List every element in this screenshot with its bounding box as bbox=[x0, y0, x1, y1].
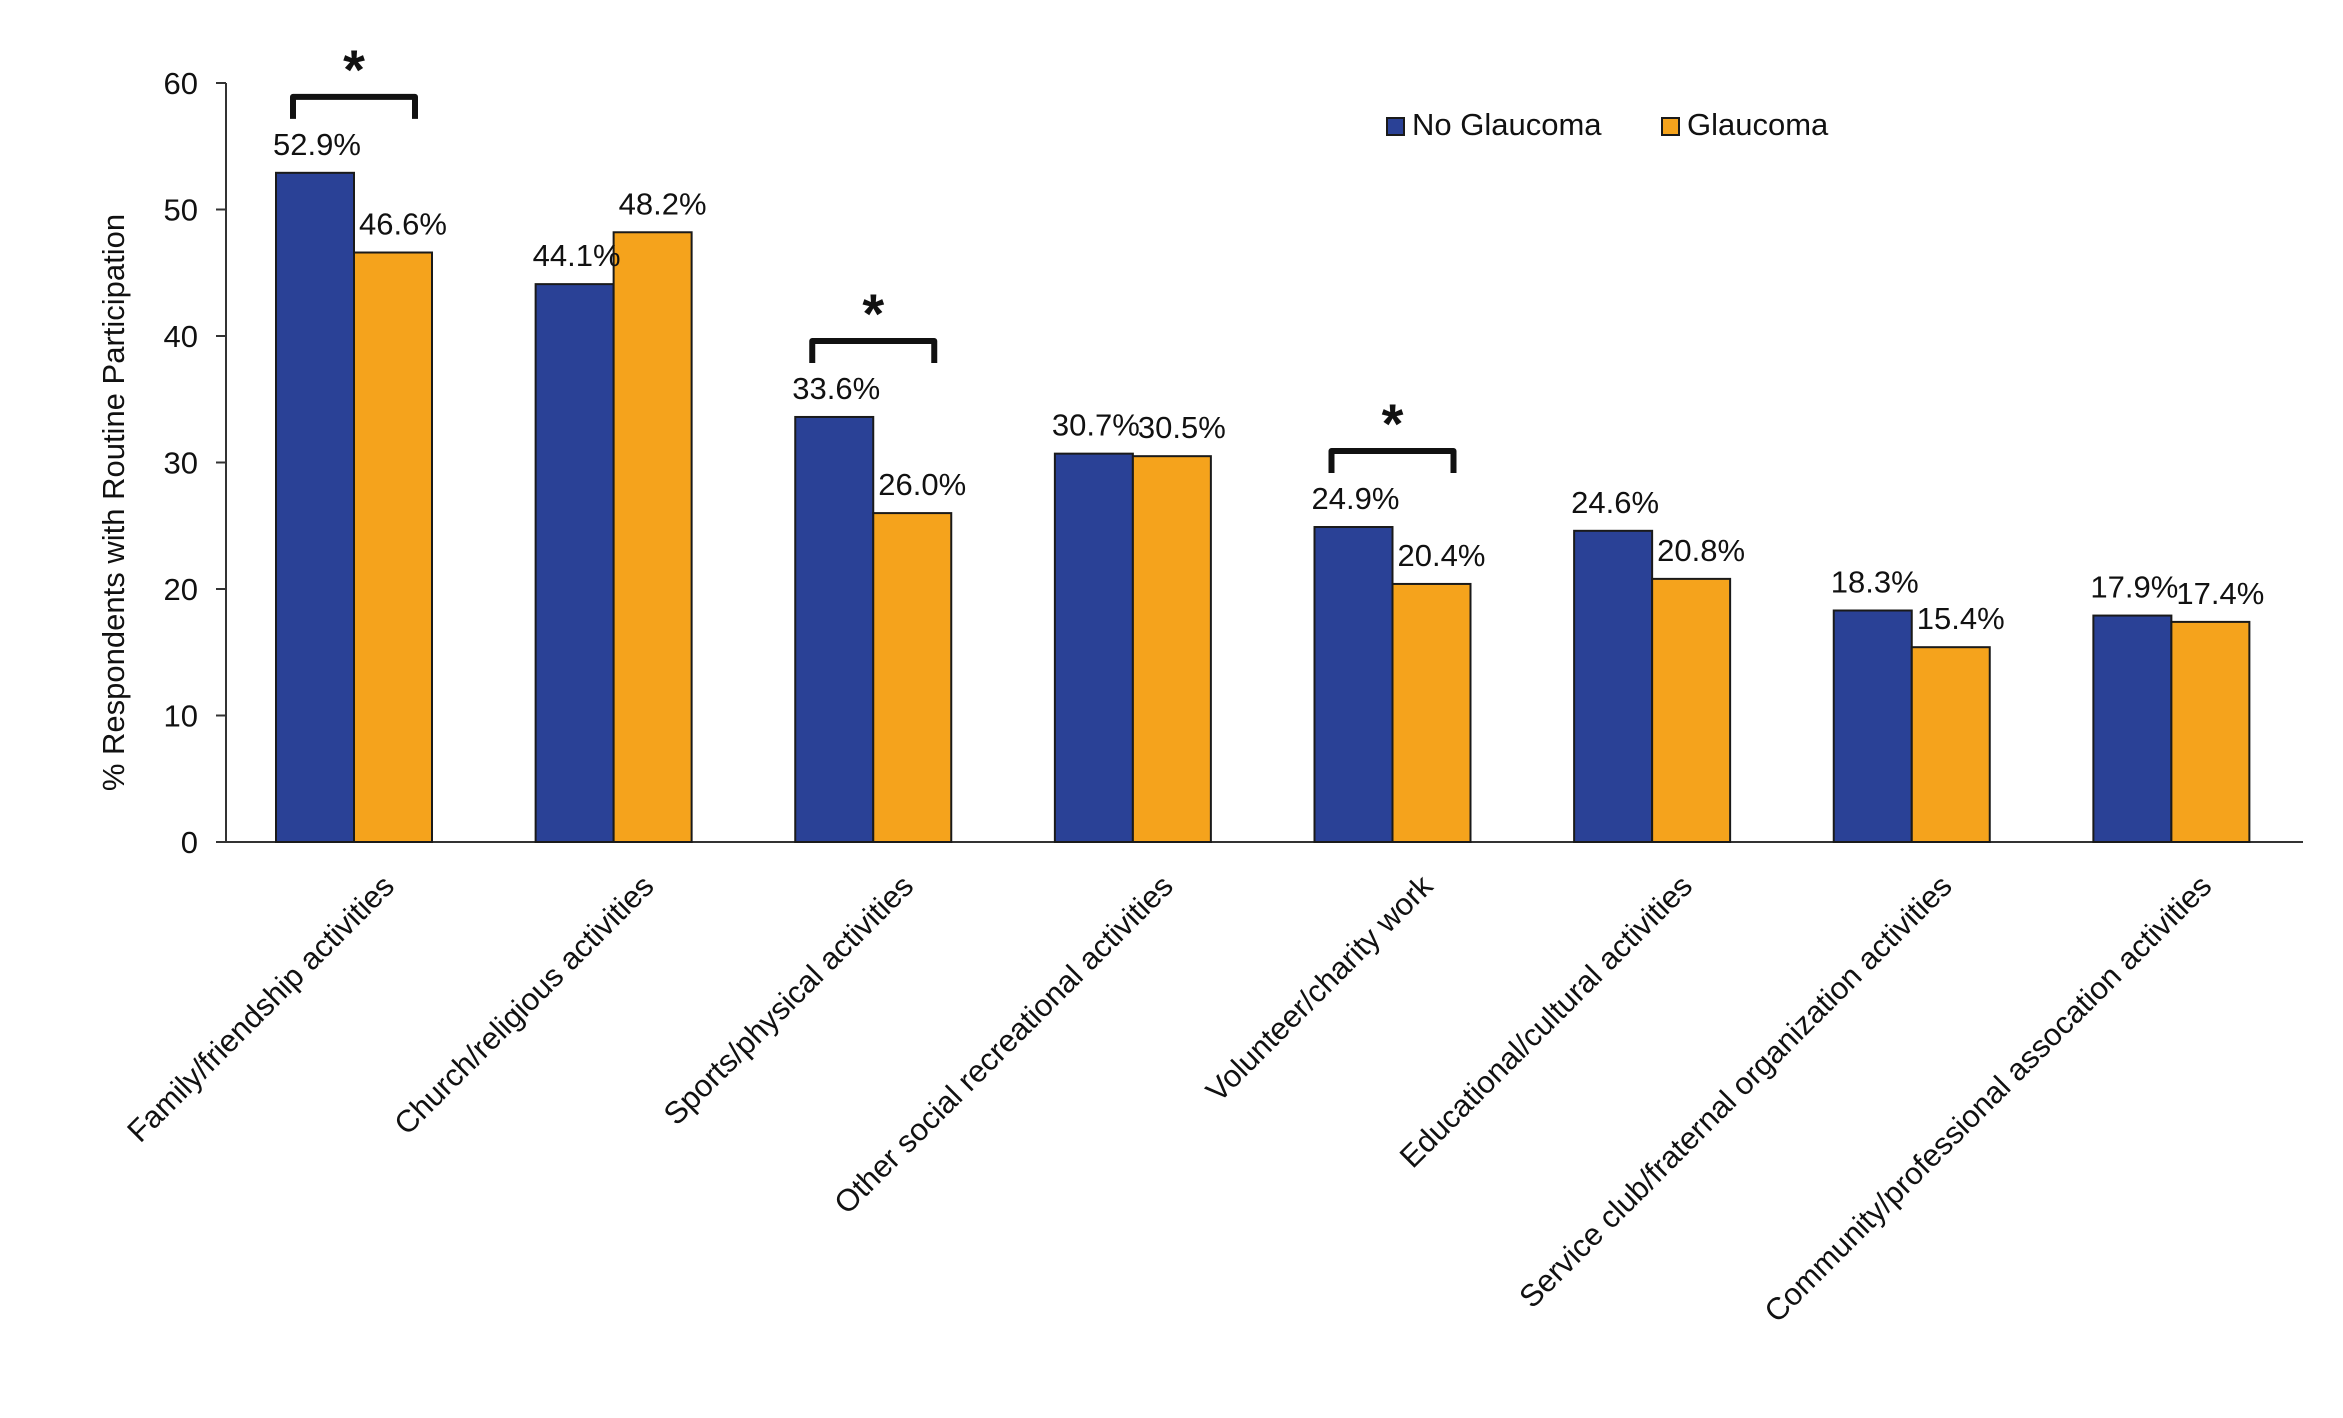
bar-glaucoma bbox=[1651, 577, 1732, 843]
bar-no-glaucoma bbox=[1573, 529, 1654, 843]
significance-asterisk: * bbox=[1382, 392, 1404, 455]
y-tick-label: 0 bbox=[181, 825, 198, 860]
significance-asterisk: * bbox=[862, 282, 884, 345]
data-label: 17.9% bbox=[2090, 570, 2178, 605]
y-tick-label: 50 bbox=[164, 193, 198, 228]
data-label: 33.6% bbox=[792, 371, 880, 406]
legend-swatch-no-glaucoma bbox=[1386, 117, 1405, 136]
bar-glaucoma bbox=[872, 512, 953, 843]
y-tick-label: 40 bbox=[164, 319, 198, 354]
y-tick-label: 30 bbox=[164, 446, 198, 481]
data-label: 24.6% bbox=[1571, 485, 1659, 520]
bar-glaucoma bbox=[1131, 455, 1212, 843]
bars bbox=[275, 171, 2251, 844]
x-tick-label: Church/religious activities bbox=[387, 868, 660, 1141]
y-tick-label: 20 bbox=[164, 572, 198, 607]
data-label: 30.7% bbox=[1052, 408, 1140, 443]
legend: No Glaucoma Glaucoma bbox=[1386, 107, 1829, 142]
data-label: 44.1% bbox=[533, 238, 621, 273]
bar-no-glaucoma bbox=[534, 283, 615, 843]
significance-brackets: * * * bbox=[290, 38, 1457, 474]
x-tick-label: Educational/cultural activities bbox=[1393, 868, 1699, 1174]
significance-bracket bbox=[1328, 448, 1457, 474]
bar-glaucoma bbox=[1391, 582, 1472, 843]
x-tick-label: Sports/physical activities bbox=[657, 868, 921, 1132]
bar-no-glaucoma bbox=[2092, 614, 2173, 843]
significance-asterisk: * bbox=[343, 38, 365, 101]
x-tick-label: Community/professional assocation activi… bbox=[1757, 868, 2218, 1329]
legend-swatch-glaucoma bbox=[1661, 117, 1680, 136]
data-label: 48.2% bbox=[619, 186, 707, 221]
bar-glaucoma bbox=[2170, 620, 2251, 844]
data-label: 20.8% bbox=[1657, 533, 1745, 568]
bar-glaucoma bbox=[353, 251, 433, 843]
y-axis-title: % Respondents with Routine Participation bbox=[96, 214, 131, 791]
data-label: 46.6% bbox=[359, 207, 447, 242]
data-label: 18.3% bbox=[1831, 565, 1919, 600]
legend-label: Glaucoma bbox=[1687, 107, 1829, 142]
bar-no-glaucoma bbox=[1832, 609, 1913, 843]
bar-glaucoma bbox=[1910, 646, 1991, 843]
y-tick-label: 10 bbox=[164, 699, 198, 734]
data-label: 17.4% bbox=[2176, 576, 2264, 611]
significance-bracket bbox=[809, 337, 938, 363]
data-label: 24.9% bbox=[1312, 481, 1400, 516]
bar-glaucoma bbox=[612, 231, 693, 843]
bar-no-glaucoma bbox=[275, 171, 355, 843]
data-label: 26.0% bbox=[878, 467, 966, 502]
x-tick-label: Service club/fraternal organization acti… bbox=[1512, 868, 1958, 1314]
bar-no-glaucoma bbox=[794, 415, 875, 843]
data-labels: 52.9% 46.6% 44.1% 48.2% 33.6% 26.0% 30.7%30.5%… bbox=[273, 127, 2264, 636]
data-label: 30.5% bbox=[1138, 410, 1226, 445]
y-tick-label: 60 bbox=[164, 66, 198, 101]
bar-no-glaucoma bbox=[1053, 452, 1134, 843]
data-label: 15.4% bbox=[1917, 601, 2005, 636]
significance-bracket bbox=[290, 93, 418, 119]
data-label: 20.4% bbox=[1398, 538, 1486, 573]
x-tick-label: Family/friendship activities bbox=[120, 868, 401, 1149]
x-tick-label: Volunteer/charity work bbox=[1199, 868, 1440, 1109]
data-label: 52.9% bbox=[273, 127, 361, 162]
bar-no-glaucoma bbox=[1313, 526, 1394, 843]
legend-label: No Glaucoma bbox=[1412, 107, 1602, 142]
